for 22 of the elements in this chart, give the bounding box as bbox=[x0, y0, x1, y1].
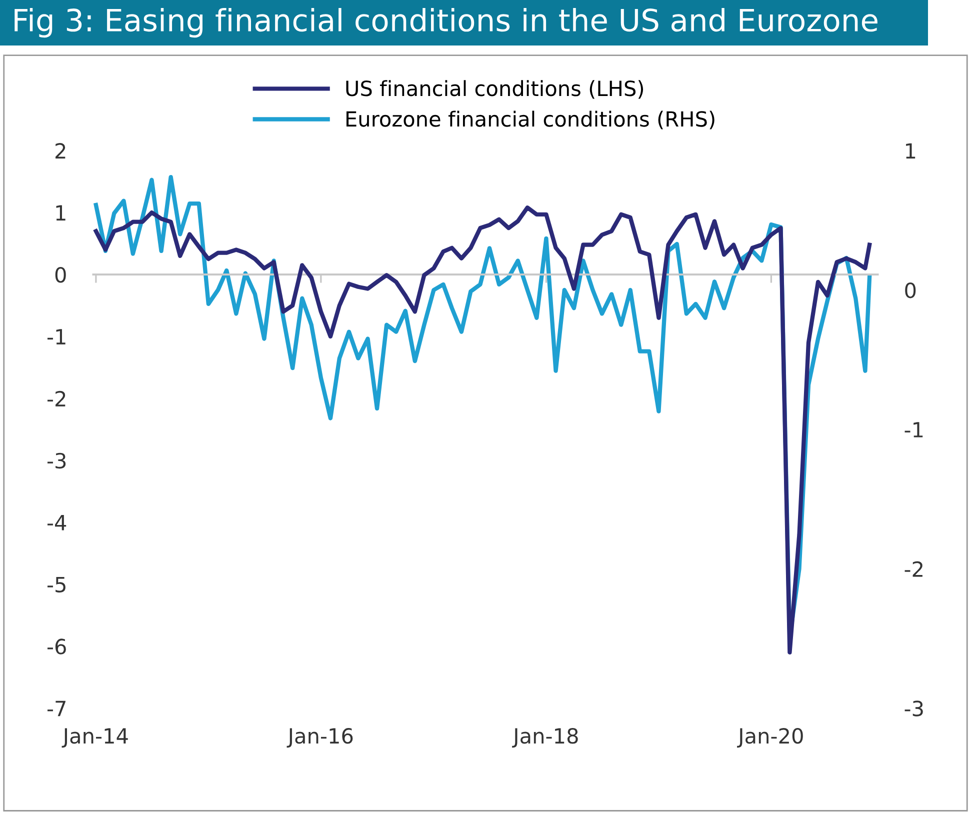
x-tick-label: Jan-14 bbox=[62, 728, 128, 748]
y-tick-label: 1 bbox=[56, 205, 66, 220]
y-tick-label: -7 bbox=[47, 700, 66, 716]
legend-label: Eurozone financial conditions (RHS) bbox=[346, 110, 714, 130]
chart-title: Fig 3: Easing financial conditions in the US and Eurozone bbox=[14, 8, 878, 38]
y-tick-label: -3 bbox=[47, 452, 66, 469]
y-tick-label: 2 bbox=[56, 143, 66, 159]
x-tick-label: Jan-16 bbox=[286, 728, 353, 748]
y-tick-label: -1 bbox=[47, 329, 66, 344]
y-tick-label: 0 bbox=[55, 266, 66, 283]
x-tick-label: Jan-18 bbox=[512, 728, 578, 748]
y-tick-label: -4 bbox=[47, 515, 66, 530]
y-tick-label: -2 bbox=[47, 390, 66, 406]
y-tick-label: -5 bbox=[47, 576, 66, 592]
legend-label: US financial conditions (LHS) bbox=[346, 80, 644, 99]
y-tick-label: -6 bbox=[47, 638, 66, 654]
y2-tick-label: 1 bbox=[906, 143, 916, 159]
y2-tick-label: -3 bbox=[904, 700, 923, 716]
y2-tick-label: -2 bbox=[904, 561, 922, 577]
y2-tick-label: 0 bbox=[905, 282, 916, 298]
y2-tick-label: -1 bbox=[904, 422, 923, 438]
x-tick-label: Jan-20 bbox=[737, 728, 803, 748]
